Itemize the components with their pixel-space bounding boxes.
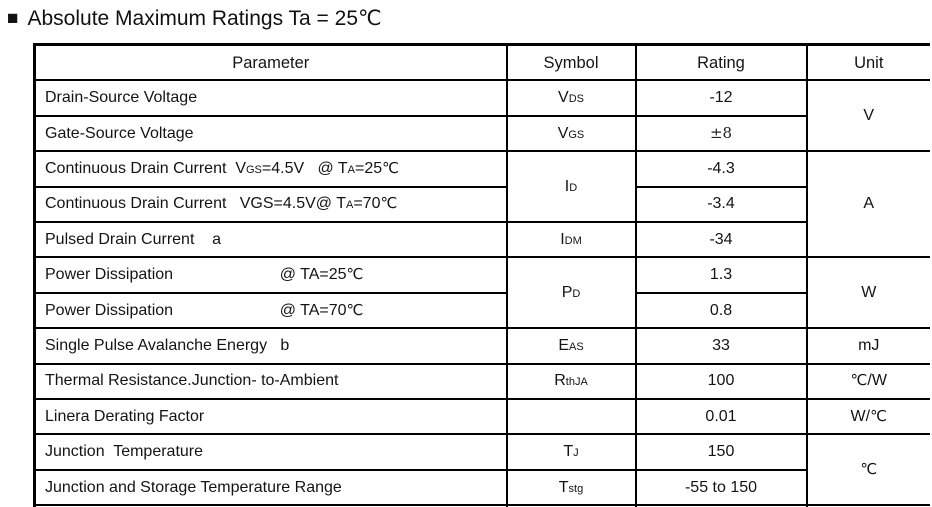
section-title-row: ■ Absolute Maximum Ratings Ta = 25℃ [7, 6, 382, 31]
cell-rating: 150 [634, 433, 808, 471]
section-marker-icon: ■ [7, 8, 19, 29]
column-header-parameter: Parameter [33, 43, 508, 82]
text-segment-sub: GS [245, 164, 262, 177]
cell-unit: W/℃ [805, 397, 930, 436]
cell-rating: 100 [634, 362, 808, 400]
text-segment-cel: ℃ [346, 300, 364, 319]
cell-symbol: Tstg [505, 468, 637, 507]
cell-rating: 0.01 [634, 397, 808, 436]
text-segment-cel: ℃ [346, 265, 364, 284]
cell-parameter: Power Dissipation @ TA=70℃ [33, 291, 508, 330]
cell-unit: ℃ [805, 433, 930, 507]
cell-unit: A [805, 150, 930, 259]
cell-symbol [505, 397, 637, 436]
table-row: Power Dissipation @ TA=70℃ 0.8 [33, 291, 931, 330]
text-segment-sub: J [573, 447, 579, 460]
cell-rating: -55 to 150 [634, 468, 808, 507]
table-row: Junction and Storage Temperature Range Ts… [33, 468, 931, 507]
table-row: Continuous Drain Current VGS=4.5V@ TA=70… [33, 185, 931, 223]
cell-parameter: Gate-Source Voltage [33, 114, 508, 153]
text-segment-sub: DS [568, 93, 584, 106]
cell-unit: V [805, 79, 930, 153]
text-segment-sub: AS [568, 341, 584, 354]
table-row: Junction Temperature TJ 150 ℃ [33, 433, 930, 507]
cropped-cell [805, 504, 930, 507]
cell-parameter: Continuous Drain Current VGS=4.5V@ TA=70… [33, 185, 508, 223]
text-segment-cel: ℃ [850, 371, 868, 390]
cell-rating: 33 [634, 327, 808, 365]
table-row: Pulsed Drain Current a IDM -34 [33, 220, 931, 259]
text-segment-cel: ℃ [382, 159, 399, 178]
table-row: Thermal Resistance.Junction- to-Ambient R… [33, 362, 930, 400]
cell-unit: W [805, 256, 930, 330]
text-segment-sub: GS [568, 128, 585, 141]
table-row: Power Dissipation @ TA=25℃ PD 1.3 W [33, 256, 930, 330]
cell-rating: 0.8 [634, 291, 808, 330]
table-row: Linera Derating Factor 0.01 W/℃ [33, 397, 930, 436]
cell-rating: -34 [634, 220, 808, 259]
text-segment-sub: D [569, 181, 578, 194]
cell-rating: ±8 [634, 114, 808, 153]
text-segment-cel: ℃ [870, 406, 887, 425]
absolute-maximum-ratings-table: Parameter Symbol Rating Unit Drain-Sourc… [33, 43, 930, 507]
cell-parameter: Drain-Source Voltage [33, 79, 508, 117]
cell-symbol: VDS [505, 79, 637, 117]
cell-parameter: Junction and Storage Temperature Range [33, 468, 508, 507]
text-segment-sub: A [345, 199, 354, 212]
cell-parameter: Single Pulse Avalanche Energy b [33, 327, 508, 365]
cell-unit: ℃/W [805, 362, 930, 400]
ratings-table-wrapper: Parameter Symbol Rating Unit Drain-Sourc… [33, 43, 930, 507]
cropped-cell [634, 504, 808, 507]
table-header-row: Parameter Symbol Rating Unit [33, 43, 930, 82]
cropped-cell [505, 504, 637, 507]
cell-symbol: ID [505, 150, 637, 223]
cell-parameter: Junction Temperature [33, 433, 508, 471]
text-segment-sub: D [572, 287, 581, 300]
cropped-next-row [33, 504, 930, 507]
cell-parameter: Pulsed Drain Current a [33, 220, 508, 259]
table-body: Drain-Source Voltage VDS -12 V Gate-Source V… [33, 79, 931, 507]
cell-rating: -4.3 [634, 150, 808, 188]
cell-symbol: VGS [505, 114, 637, 153]
cell-parameter: Thermal Resistance.Junction- to-Ambient [33, 362, 508, 400]
table-header: Parameter Symbol Rating Unit [33, 43, 930, 82]
column-header-symbol: Symbol [505, 43, 637, 82]
cell-rating: 1.3 [634, 256, 808, 294]
cell-unit: mJ [805, 327, 930, 365]
table-crop-stub [33, 504, 930, 507]
cell-symbol: RthJA [505, 362, 637, 400]
page-title: Absolute Maximum Ratings Ta = 25℃ [27, 7, 382, 30]
table-row: Single Pulse Avalanche Energy b EAS 33 mJ [33, 327, 930, 365]
text-segment-cel: ℃ [380, 194, 398, 213]
table-row: Gate-Source Voltage VGS ±8 [33, 114, 931, 153]
cell-symbol: TJ [505, 433, 637, 471]
column-header-unit: Unit [805, 43, 930, 82]
cell-symbol: EAS [505, 327, 637, 365]
text-segment-sub: stg [568, 482, 584, 495]
text-segment-sub: DM [564, 234, 582, 247]
table-row: Drain-Source Voltage VDS -12 V [33, 79, 930, 153]
text-segment-pm: ±8 [709, 123, 733, 142]
table-row: Continuous Drain Current VGS=4.5V @ TA=2… [33, 150, 930, 259]
cell-parameter: Linera Derating Factor [33, 397, 508, 436]
cropped-cell [33, 504, 508, 507]
text-segment-sub: A [347, 164, 355, 177]
cell-symbol: PD [505, 256, 637, 330]
text-segment-sub: thJA [565, 376, 588, 389]
cell-rating: -3.4 [634, 185, 808, 223]
cell-symbol: IDM [505, 220, 637, 259]
column-header-rating: Rating [634, 43, 808, 82]
cell-rating: -12 [634, 79, 808, 117]
cell-parameter: Power Dissipation @ TA=25℃ [33, 256, 508, 294]
cell-parameter: Continuous Drain Current VGS=4.5V @ TA=2… [33, 150, 508, 188]
text-segment-cel: ℃ [860, 459, 878, 478]
